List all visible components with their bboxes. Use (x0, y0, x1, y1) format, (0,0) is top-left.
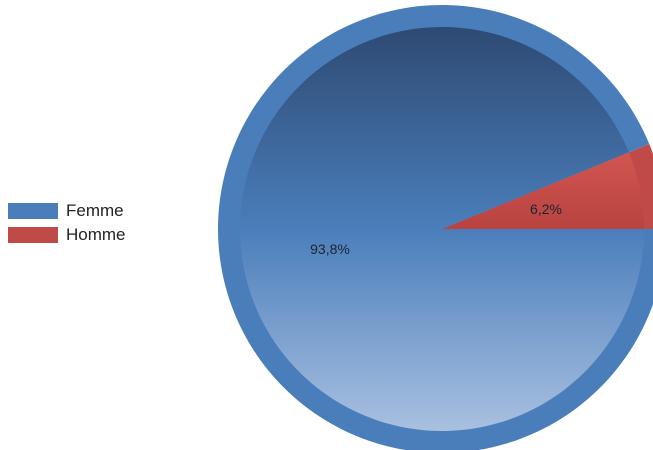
legend-swatch-femme (8, 203, 58, 219)
chart-legend: Femme Homme (8, 200, 126, 248)
data-label-femme: 93,8% (310, 241, 350, 257)
pie-slice-homme (442, 152, 644, 229)
data-label-homme: 6,2% (530, 201, 562, 217)
legend-item-homme: Homme (8, 224, 126, 246)
legend-label-femme: Femme (66, 201, 124, 220)
pie-slice-femme (239, 26, 645, 432)
legend-swatch-homme (8, 227, 58, 243)
legend-item-femme: Femme (8, 200, 126, 222)
legend-label-homme: Homme (66, 225, 126, 244)
